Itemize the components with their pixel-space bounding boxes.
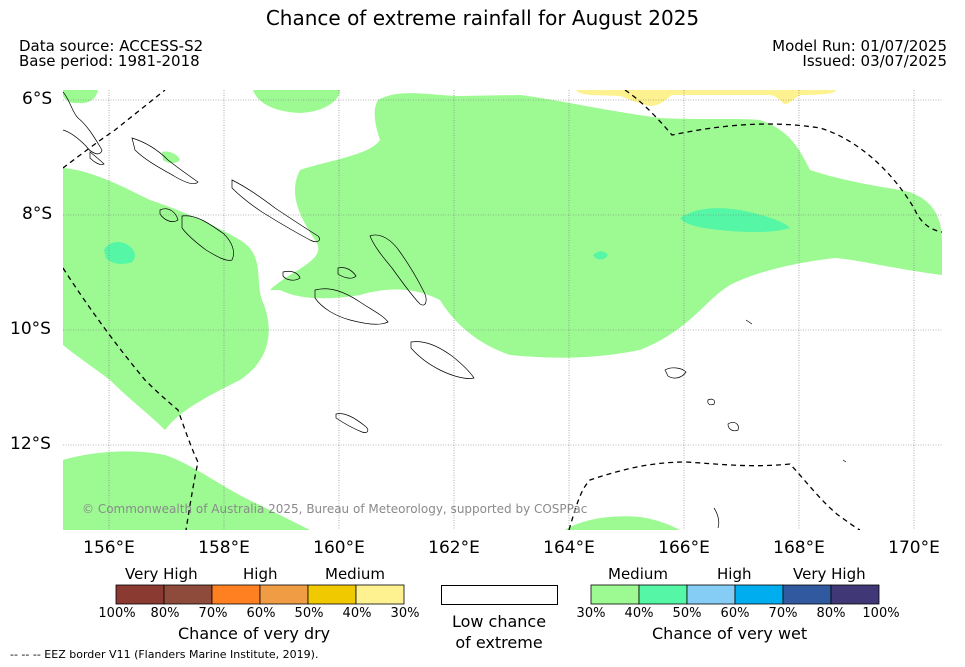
base-period: Base period: 1981-2018 [19,52,200,70]
wet-medium-region [270,93,942,358]
dry-tick: 30% [390,606,420,621]
wet-medium-region-n [253,90,340,113]
lat-label: 6°S [22,89,53,109]
dry-swatch [211,584,261,605]
dry-swatch [259,584,309,605]
wet-tick: 70% [768,606,798,621]
dry-tick: 40% [342,606,372,621]
wet-high-patch-small [593,251,608,260]
copyright-notice: © Commonwealth of Australia 2025, Bureau… [82,502,588,516]
dry-swatch [115,584,165,605]
low-chance-label: Low chance of extreme [451,612,547,652]
wet-swatch [638,584,688,605]
lat-label: 10°S [10,319,51,339]
lon-label: 166°E [658,538,710,558]
wet-tick: 30% [576,606,606,621]
dry-swatch [307,584,357,605]
lon-label: 156°E [83,538,135,558]
wet-high-patch-east [680,208,790,233]
dry-colorbar [115,584,405,605]
wet-medium-region-west [63,168,269,430]
dry-tick: 70% [198,606,228,621]
wet-tick: 60% [720,606,750,621]
dry-legend-header: High [243,565,278,583]
lon-label: 164°E [543,538,595,558]
wet-tick: 80% [816,606,846,621]
lon-label: 168°E [773,538,825,558]
lat-label: 8°S [22,204,53,224]
wet-legend-header: Medium [608,565,668,583]
dry-tick: 80% [150,606,180,621]
wet-medium-region-s [565,516,680,530]
issued-date: Issued: 03/07/2025 [802,52,947,70]
lon-label: 158°E [198,538,250,558]
dry-legend-header: Very High [125,565,198,583]
lat-label: 12°S [10,434,51,454]
eez-borders [63,90,942,530]
coastlines [63,91,847,529]
wet-medium-region-small [162,151,180,163]
lon-label: 160°E [313,538,365,558]
data-info: Data source: ACCESS-S2 Base period: 1981… [19,39,203,69]
model-run: Model Run: 01/07/2025 [772,37,947,55]
dry-tick: 60% [246,606,276,621]
wet-swatch [686,584,736,605]
dry-tick: 100% [98,606,136,621]
run-info: Model Run: 01/07/2025 Issued: 03/07/2025 [772,39,947,69]
dry-legend-header: Medium [325,565,385,583]
wet-swatch [734,584,784,605]
data-source: Data source: ACCESS-S2 [19,37,204,55]
dry-swatch [163,584,213,605]
dry-swatch [355,584,405,605]
lon-label: 170°E [888,538,940,558]
wet-colorbar [590,584,880,605]
wet-legend-header: Very High [793,565,866,583]
eez-footnote: -- -- -- EEZ border V11 (Flanders Marine… [10,648,319,661]
wet-medium-region-sw [63,451,310,530]
wet-legend-header: High [717,565,752,583]
wet-tick: 50% [672,606,702,621]
wet-swatch [590,584,640,605]
wet-high-patch-west [104,242,135,264]
dry-tick: 50% [294,606,324,621]
wet-tick: 100% [862,606,900,621]
wet-medium-region-nw [63,90,98,104]
gridlines [63,90,942,530]
wet-swatch [830,584,880,605]
map-title: Chance of extreme rainfall for August 20… [265,6,700,30]
forecast-area [63,90,942,530]
lon-label: 162°E [428,538,480,558]
wet-swatch [782,584,832,605]
low-chance-swatch [441,585,558,605]
wet-legend-label: Chance of very wet [652,624,808,643]
wet-tick: 40% [624,606,654,621]
dry-legend-label: Chance of very dry [178,624,331,643]
